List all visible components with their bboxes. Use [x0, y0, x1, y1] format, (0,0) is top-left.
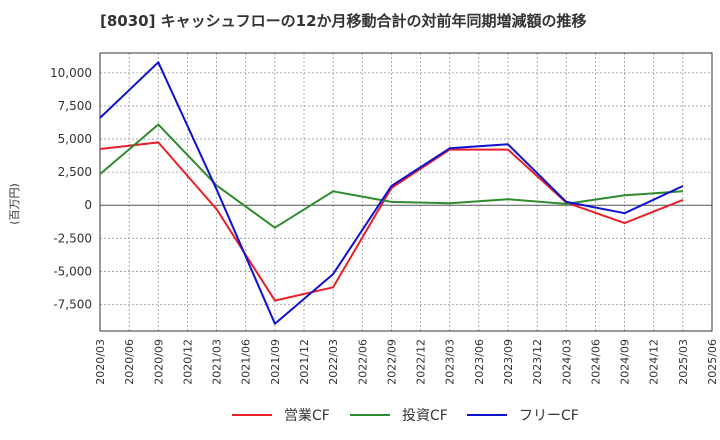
y-tick-label: 2,500 [58, 165, 92, 179]
legend-swatch-operating-cf [232, 414, 272, 416]
x-tick-label: 2020/06 [123, 339, 136, 385]
legend-swatch-investing-cf [350, 414, 390, 416]
y-tick-label: 5,000 [58, 132, 92, 146]
y-tick-labels: 10,000 7,500 5,000 2,500 0 -2,500 -5,000 -7,500 [50, 66, 92, 312]
legend: 営業CF 投資CF フリーCF [0, 405, 720, 427]
x-tick-label: 2023/06 [473, 339, 486, 385]
legend-swatch-free-cf [467, 414, 507, 416]
x-tick-label: 2024/09 [619, 339, 632, 385]
x-tick-label: 2020/09 [152, 339, 165, 385]
chart-title: [8030] キャッシュフローの12か月移動合計の対前年同期増減額の推移 [100, 12, 587, 30]
x-tick-label: 2025/03 [677, 339, 690, 385]
x-tick-label: 2023/09 [502, 339, 515, 385]
legend-item-investing-cf: 投資CF [350, 405, 448, 425]
x-tick-label: 2024/06 [589, 339, 602, 385]
x-tick-label: 2023/12 [531, 339, 544, 385]
x-tick-labels: 2020/03 2020/06 2020/09 2020/12 2021/03 2021/… [94, 339, 719, 385]
x-tick-label: 2024/03 [560, 339, 573, 385]
legend-item-free-cf: フリーCF [467, 405, 579, 425]
x-tick-label: 2025/06 [706, 339, 719, 385]
plot-border [99, 52, 713, 332]
y-tick-label: 10,000 [50, 66, 92, 80]
series-line-operating-cf [99, 141, 684, 302]
grid-lines [99, 53, 713, 331]
y-tick-label: 7,500 [58, 99, 92, 113]
legend-label-operating-cf: 営業CF [284, 408, 330, 424]
x-tick-label: 2020/03 [94, 339, 107, 385]
x-tick-label: 2022/03 [327, 339, 340, 385]
series-line-investing-cf [99, 123, 683, 229]
series-line-free-cf [99, 61, 684, 325]
legend-label-investing-cf: 投資CF [402, 408, 448, 424]
x-tick-label: 2022/06 [356, 339, 369, 385]
x-tick-label: 2022/12 [415, 339, 428, 385]
x-tick-label: 2021/12 [298, 339, 311, 385]
y-tick-label: 0 [84, 198, 92, 212]
x-tick-label: 2021/09 [269, 339, 282, 385]
x-tick-label: 2022/09 [385, 339, 398, 385]
x-tick-label: 2024/12 [648, 339, 661, 385]
series-lines [99, 61, 684, 325]
legend-item-operating-cf: 営業CF [232, 405, 330, 425]
y-tick-label: -7,500 [53, 298, 92, 312]
x-tick-label: 2021/03 [211, 339, 224, 385]
x-tick-label: 2023/03 [444, 339, 457, 385]
y-tick-label: -5,000 [53, 264, 92, 278]
plot-frame [99, 52, 713, 332]
x-tick-label: 2020/12 [181, 339, 194, 385]
y-tick-label: -2,500 [53, 231, 92, 245]
x-tick-label: 2021/06 [240, 339, 253, 385]
legend-label-free-cf: フリーCF [519, 408, 579, 424]
